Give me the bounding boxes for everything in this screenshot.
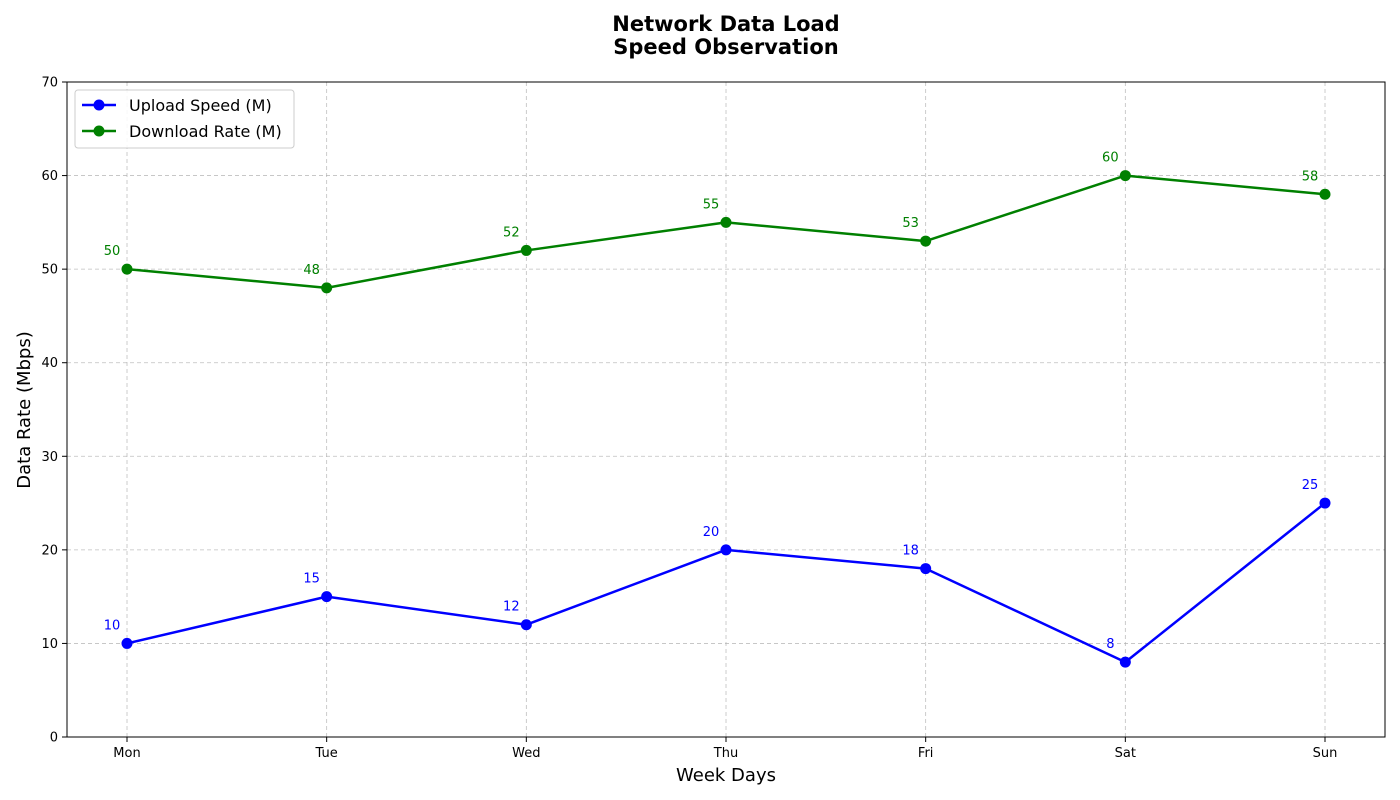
data-label: 20 <box>703 525 720 540</box>
data-point <box>721 544 732 555</box>
data-point <box>321 591 332 602</box>
x-tick-label: Wed <box>512 746 540 761</box>
data-point <box>321 282 332 293</box>
x-tick-label: Thu <box>713 746 738 761</box>
legend-marker <box>94 126 105 137</box>
y-tick-label: 0 <box>50 731 58 746</box>
x-tick-label: Mon <box>113 746 140 761</box>
data-label: 12 <box>503 600 520 615</box>
data-label: 15 <box>303 572 320 587</box>
data-point <box>122 638 133 649</box>
data-point <box>920 563 931 574</box>
data-point <box>1120 657 1131 668</box>
data-label: 10 <box>104 618 121 633</box>
data-label: 53 <box>902 216 919 231</box>
legend: Upload Speed (M) Download Rate (M) <box>75 90 294 148</box>
data-label: 8 <box>1106 637 1114 652</box>
x-tick-label: Sat <box>1115 746 1136 761</box>
y-tick-label: 30 <box>41 450 58 465</box>
y-tick-label: 50 <box>41 263 58 278</box>
axes: Mon Tue Wed Thu Fri Sat Sun 0 10 20 30 40 50 60 70 <box>41 76 1385 762</box>
data-label: 48 <box>303 263 320 278</box>
y-axis-label: Data Rate (Mbps) <box>14 331 35 489</box>
y-tick-label: 40 <box>41 356 58 371</box>
data-point <box>920 236 931 247</box>
chart-title-line-2: Speed Observation <box>613 35 838 59</box>
data-label: 52 <box>503 225 520 240</box>
legend-label: Upload Speed (M) <box>129 96 272 115</box>
data-point <box>1320 189 1331 200</box>
y-tick-label: 20 <box>41 543 58 558</box>
x-axis-label: Week Days <box>676 765 776 786</box>
legend-marker <box>94 100 105 111</box>
x-tick-label: Fri <box>918 746 934 761</box>
x-tick-label: Tue <box>315 746 338 761</box>
data-point <box>521 619 532 630</box>
y-tick-label: 70 <box>41 76 58 91</box>
data-point <box>1320 498 1331 509</box>
y-tick-label: 10 <box>41 637 58 652</box>
data-label: 50 <box>104 244 121 259</box>
data-point <box>521 245 532 256</box>
data-point <box>122 264 133 275</box>
data-label: 58 <box>1302 169 1319 184</box>
data-label: 55 <box>703 197 720 212</box>
data-label: 60 <box>1102 151 1119 166</box>
x-tick-label: Sun <box>1313 746 1338 761</box>
series-layer: 10 15 12 20 18 8 25 50 48 52 55 53 60 58 <box>104 151 1331 668</box>
data-point <box>721 217 732 228</box>
data-label: 25 <box>1302 478 1319 493</box>
data-point <box>1120 170 1131 181</box>
data-label: 18 <box>902 544 919 559</box>
y-tick-label: 60 <box>41 169 58 184</box>
chart-title-line-1: Network Data Load <box>612 12 839 36</box>
legend-label: Download Rate (M) <box>129 122 282 141</box>
